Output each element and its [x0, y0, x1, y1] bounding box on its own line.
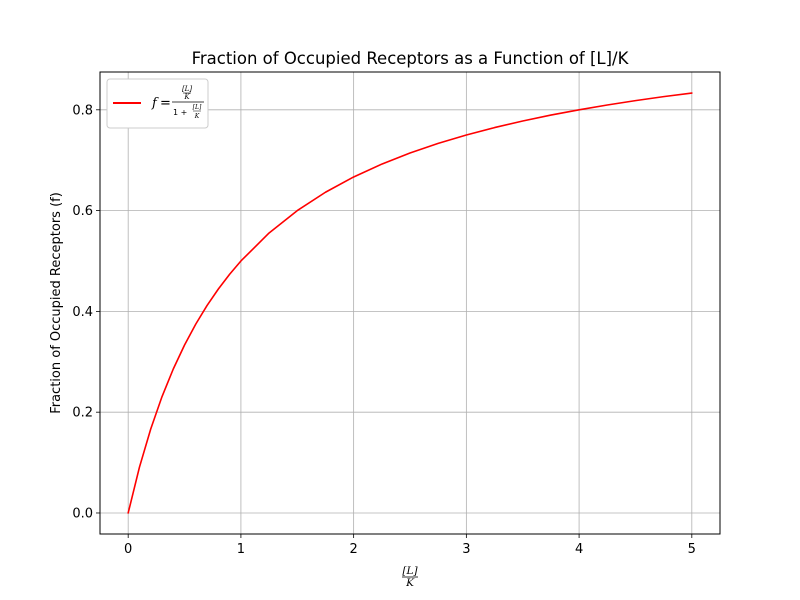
y-tick-label: 0.6: [72, 204, 93, 219]
x-axis-label-numerator: [L]: [402, 565, 418, 577]
x-tick-label: 3: [462, 542, 470, 557]
series-line: [127, 92, 693, 514]
legend-box: [106, 78, 209, 129]
chart-title: Fraction of Occupied Receptors as a Func…: [192, 49, 630, 68]
plot-area: 0 1 2 3 4 5 0.0 0.2 0.4 0.6 0.8: [72, 71, 721, 557]
y-axis-label: Fraction of Occupied Receptors (f): [49, 192, 64, 414]
plot-frame: [99, 71, 721, 535]
plot-background: [100, 72, 720, 534]
x-tick-label: 5: [688, 542, 696, 557]
x-axis-label: [L] K: [402, 565, 418, 589]
series-layer: [127, 92, 693, 514]
x-tick-label: 4: [575, 542, 583, 557]
ticks: 0 1 2 3 4 5 0.0 0.2 0.4 0.6 0.8: [72, 103, 696, 557]
x-axis-label-denominator: K: [405, 577, 415, 589]
x-tick-label: 2: [349, 542, 357, 557]
legend-equals: =: [160, 96, 171, 111]
legend-label: f = [L] K 1 + [L] K: [151, 85, 204, 120]
legend-den-one: 1 +: [173, 108, 187, 117]
legend-num-num: [L]: [182, 85, 192, 93]
y-tick-label: 0.0: [72, 506, 93, 521]
y-tick-label: 0.8: [72, 103, 93, 118]
y-tick-label: 0.2: [72, 406, 93, 421]
x-tick-label: 0: [124, 542, 132, 557]
legend-den-num: [L]: [193, 104, 202, 111]
y-tick-label: 0.4: [72, 305, 93, 320]
legend: f = [L] K 1 + [L] K: [106, 78, 209, 129]
legend-num-den: K: [183, 93, 190, 101]
legend-den-den: K: [194, 113, 200, 120]
x-tick-label: 1: [237, 542, 245, 557]
legend-lhs: f: [151, 96, 159, 111]
